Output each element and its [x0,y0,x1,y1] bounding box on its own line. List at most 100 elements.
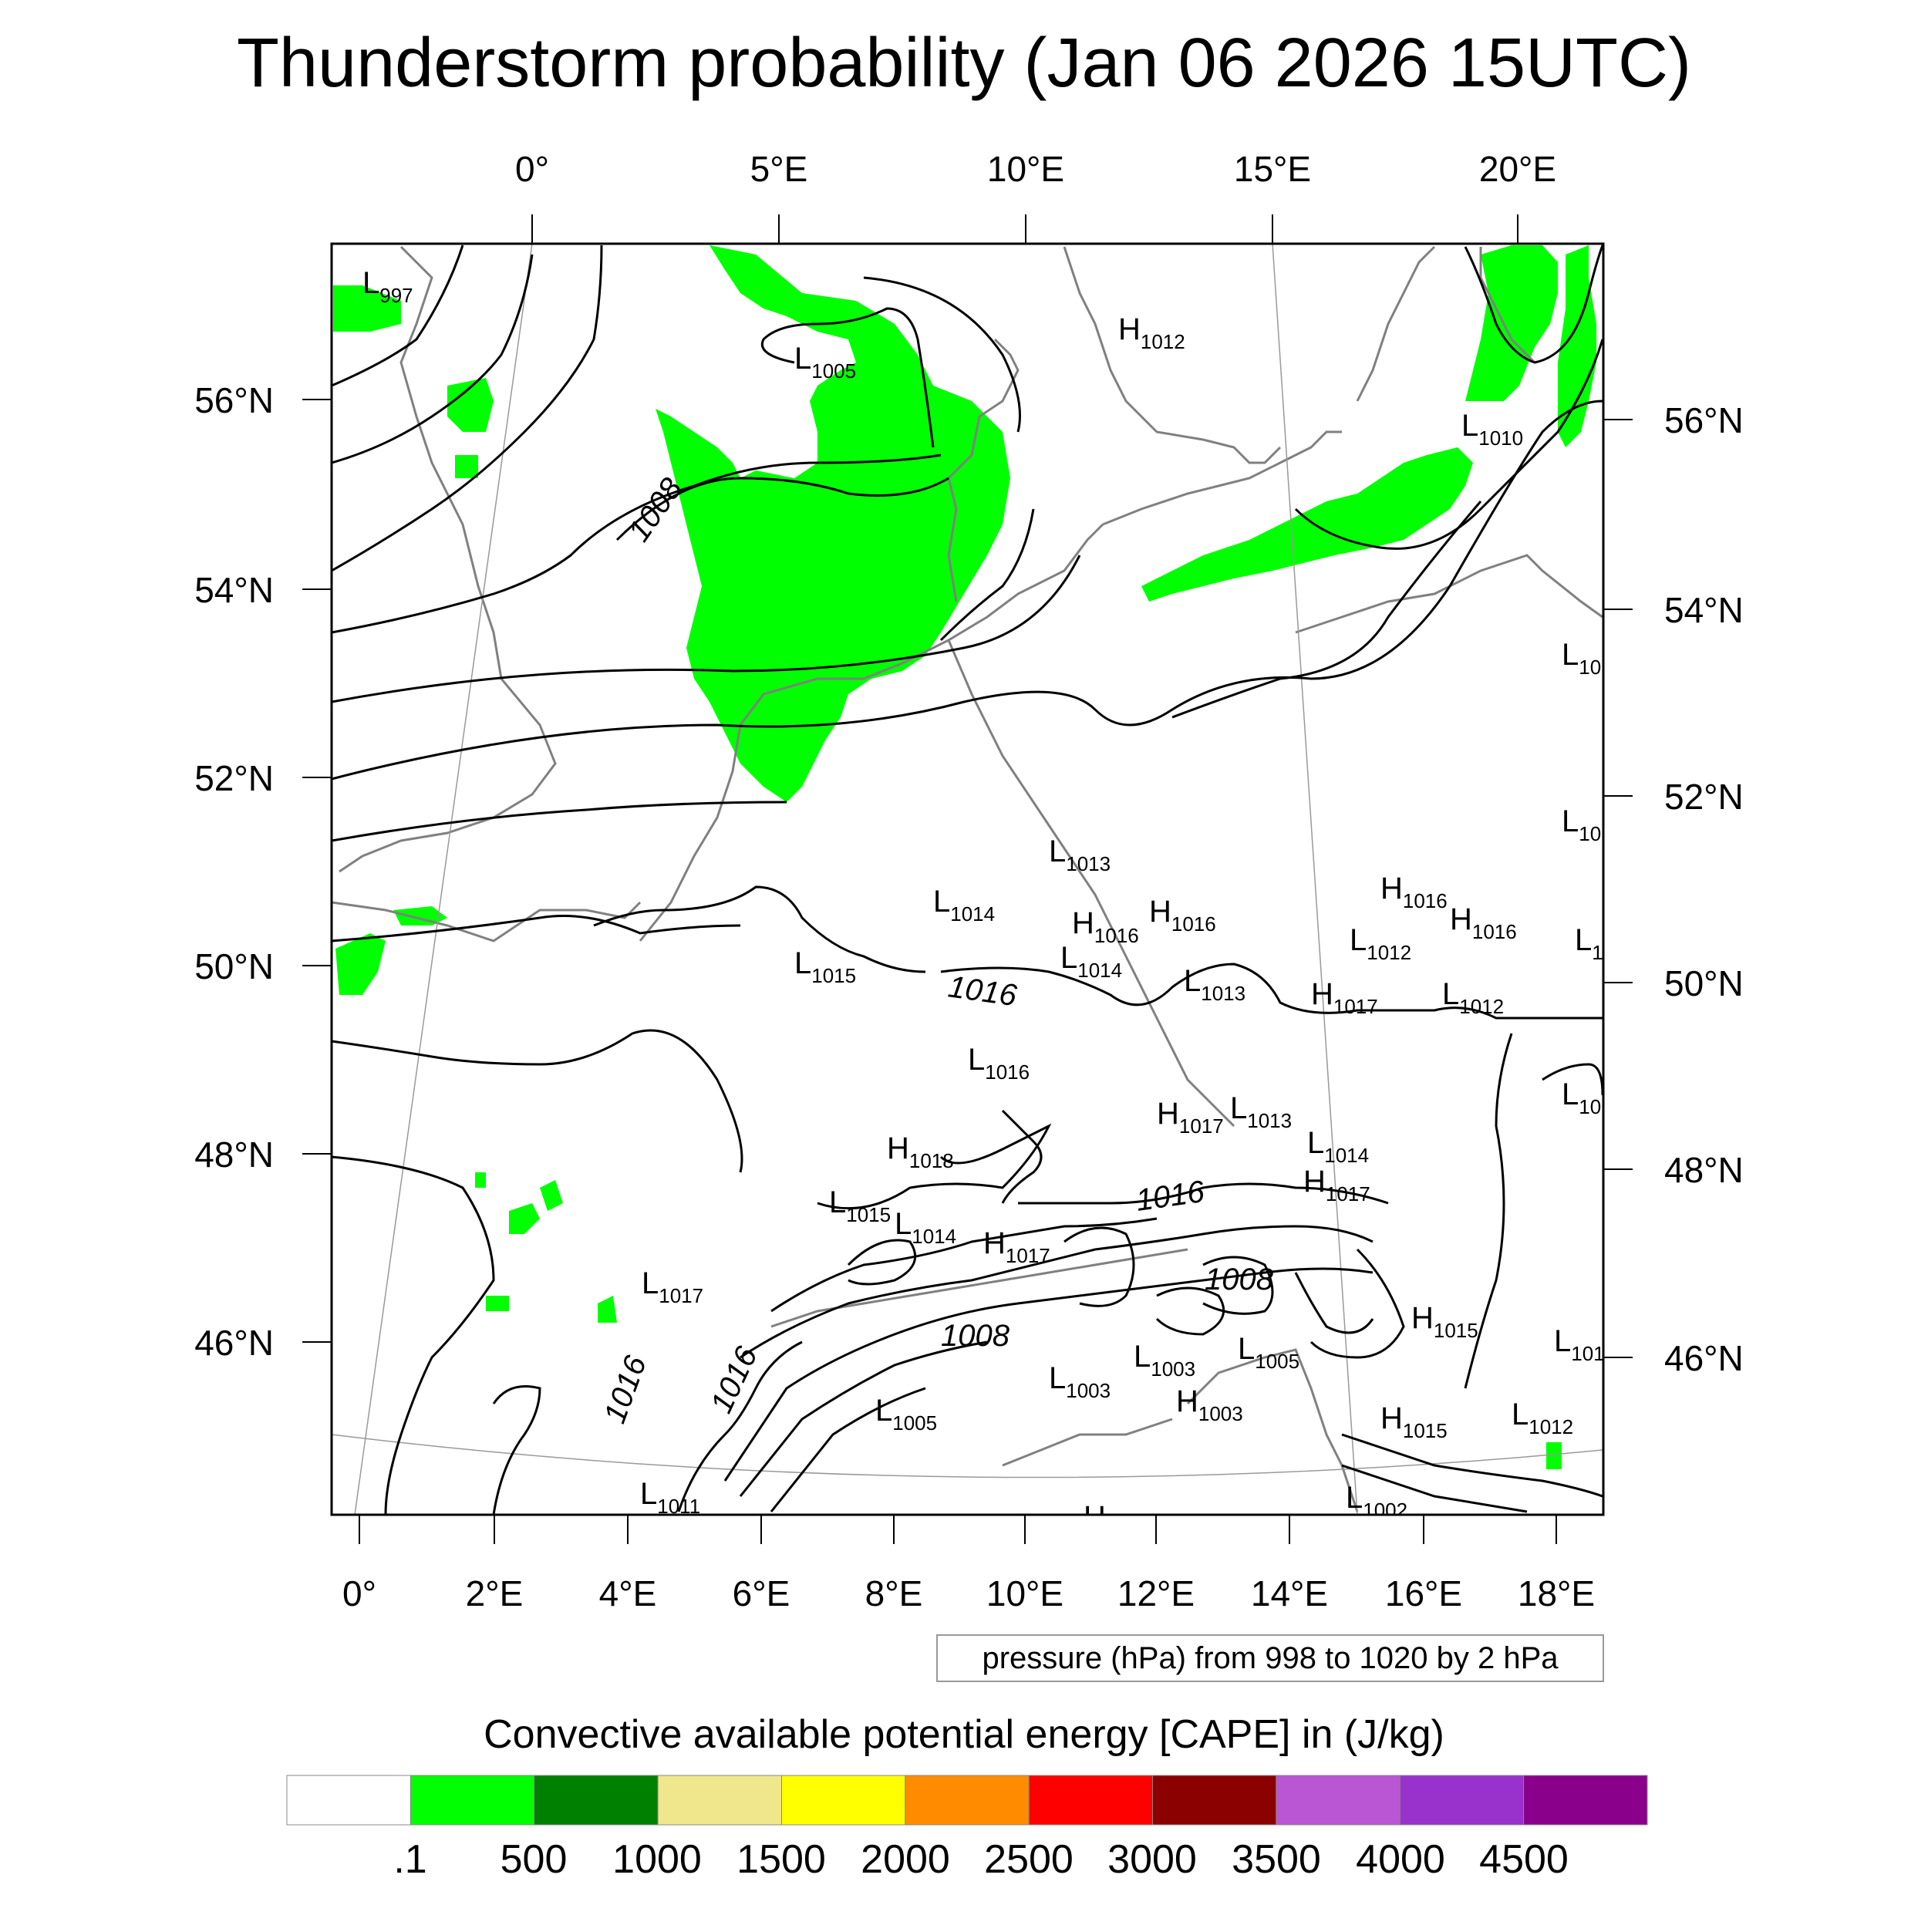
pressure-system-label: L1014 [933,885,995,926]
colorbar-swatch [1276,1775,1400,1826]
contour-info-box: pressure (hPa) from 998 to 1020 by 2 hPa [936,1634,1604,1682]
colorbar-swatch [534,1775,659,1826]
isobar-27 [677,1340,803,1512]
isobar-29 [1309,1248,1405,1359]
isobar-14 [939,508,1035,642]
bottom-lon-label: 18°E [1518,1573,1595,1613]
coastline-adriatic [1186,1348,1359,1512]
pressure-system-label: L1015 [829,1185,891,1226]
isobar-7 [332,453,942,634]
pressure-system-label: L1003 [1049,1361,1111,1402]
colorbar-swatch [1399,1775,1525,1826]
isobar-12 [761,307,935,448]
top-lon-label: 10°E [987,149,1064,189]
pressure-system-label: H1012 [1118,312,1185,353]
parallel-45n [332,1434,1603,1479]
cape-area-france-1 [509,1203,540,1234]
pressure-system-label: L1017 [642,1266,703,1307]
cape-shading [333,245,1596,1469]
isobar-16 [1294,339,1603,550]
isobar-18 [593,885,926,973]
pressure-system-label: L1015 [794,946,856,987]
pressure-system-label: H1016 [1149,895,1216,936]
border-central [947,639,1235,1128]
pressure-labels: L997 L1005 H1012 L1010 L10 L10 L1013 L10… [362,266,1603,1534]
isobar-33 [1542,1063,1603,1096]
colorbar-label: 2000 [861,1837,950,1882]
contour-label: 1008 [941,1319,1010,1353]
top-lon-label: 15°E [1234,149,1311,189]
contour-info-text: pressure (hPa) from 998 to 1020 by 2 hPa [982,1641,1559,1675]
bottom-lon-label: 10°E [986,1573,1063,1613]
colorbar-swatch [410,1775,535,1826]
colorbar-label: 3500 [1232,1837,1321,1882]
coastline-baltic-east [1356,245,1436,402]
coastline-denmark [947,338,1020,602]
pressure-system-label: H1016 [1450,902,1517,943]
bottom-lon-label: 8°E [865,1573,923,1613]
colorbar-label: 4500 [1479,1837,1569,1882]
pressure-system-label: H1017 [1303,1165,1370,1205]
top-lon-label: 20°E [1479,149,1556,189]
contour-label: 1008 [1205,1263,1274,1296]
cape-area-east [1558,245,1596,447]
pressure-system-label: L1002 [1346,1481,1407,1522]
colorbar-title: Convective available potential energy [C… [484,1712,1444,1757]
isobar-24 [723,1267,1374,1482]
isobar-25 [739,1340,988,1497]
isobar-32 [1464,1033,1513,1389]
isobar-36 [847,1239,917,1286]
isobar-9 [332,254,534,464]
left-lat-label: 46°N [194,1323,274,1363]
pressure-system-label: H1016 [1380,872,1448,912]
isobar-19 [940,963,1603,1020]
left-axis: 56°N 54°N 52°N 50°N 48°N 46°N [194,380,332,1363]
cape-area-fragment [475,1172,486,1188]
cape-area-scotland [333,285,401,332]
colorbar-label: 1000 [612,1837,702,1882]
pressure-system-label: L1011 [640,1477,700,1518]
pressure-system-label: H1017 [1311,977,1378,1018]
isobar-35 [1063,1226,1135,1307]
bottom-lon-label: 16°E [1385,1573,1462,1613]
map-frame [330,242,1605,1516]
bottom-lon-label: 0° [342,1573,376,1613]
isobar-21 [1018,1182,1389,1205]
isobar-3 [332,801,787,842]
pressure-system-label: L997 [362,266,413,307]
isobar-28 [492,1385,541,1515]
cape-area-france-2 [540,1180,563,1211]
cape-area-channel-west [335,933,386,995]
pressure-system-label: H1017 [983,1226,1050,1267]
coastline-poland [1295,554,1603,634]
colorbar-swatch [1028,1775,1154,1826]
colorbar-label: 1500 [736,1837,826,1882]
left-lat-label: 52°N [194,758,274,798]
pressure-system-label: L1 [1575,923,1603,964]
isobar-22 [770,1217,1158,1313]
pressure-system-label: H1017 [1157,1097,1224,1138]
meridian-15e [1272,244,1358,1515]
right-lat-label: 54°N [1664,590,1744,630]
isobar-20 [817,1123,1052,1210]
cape-area-north-sea [656,245,1010,802]
isobar-13 [863,276,1021,433]
colorbar-swatches [286,1775,1648,1826]
figure-title: Thunderstorm probability (Jan 06 2026 15… [237,25,1691,102]
isobar-10 [332,244,464,387]
pressure-system-label: L1014 [1060,941,1122,982]
isobar-15 [1171,501,1482,719]
pressure-system-label: L1013 [1184,964,1245,1005]
isobar-11 [615,477,949,541]
right-lat-label: 56°N [1664,400,1744,440]
cape-area-baltic [1141,447,1473,602]
pressure-system-label: L1014 [1307,1126,1369,1167]
pressure-system-label: H [1084,1500,1106,1534]
right-lat-label: 48°N [1664,1150,1744,1190]
top-lon-label: 5°E [750,149,808,189]
pressure-system-label: L1012 [1512,1398,1573,1438]
pressure-system-label: L1012 [1350,923,1411,964]
bottom-lon-label: 6°E [733,1573,790,1613]
pressure-system-label: L10 [1562,804,1601,845]
bottom-lon-label: 2°E [466,1573,524,1613]
